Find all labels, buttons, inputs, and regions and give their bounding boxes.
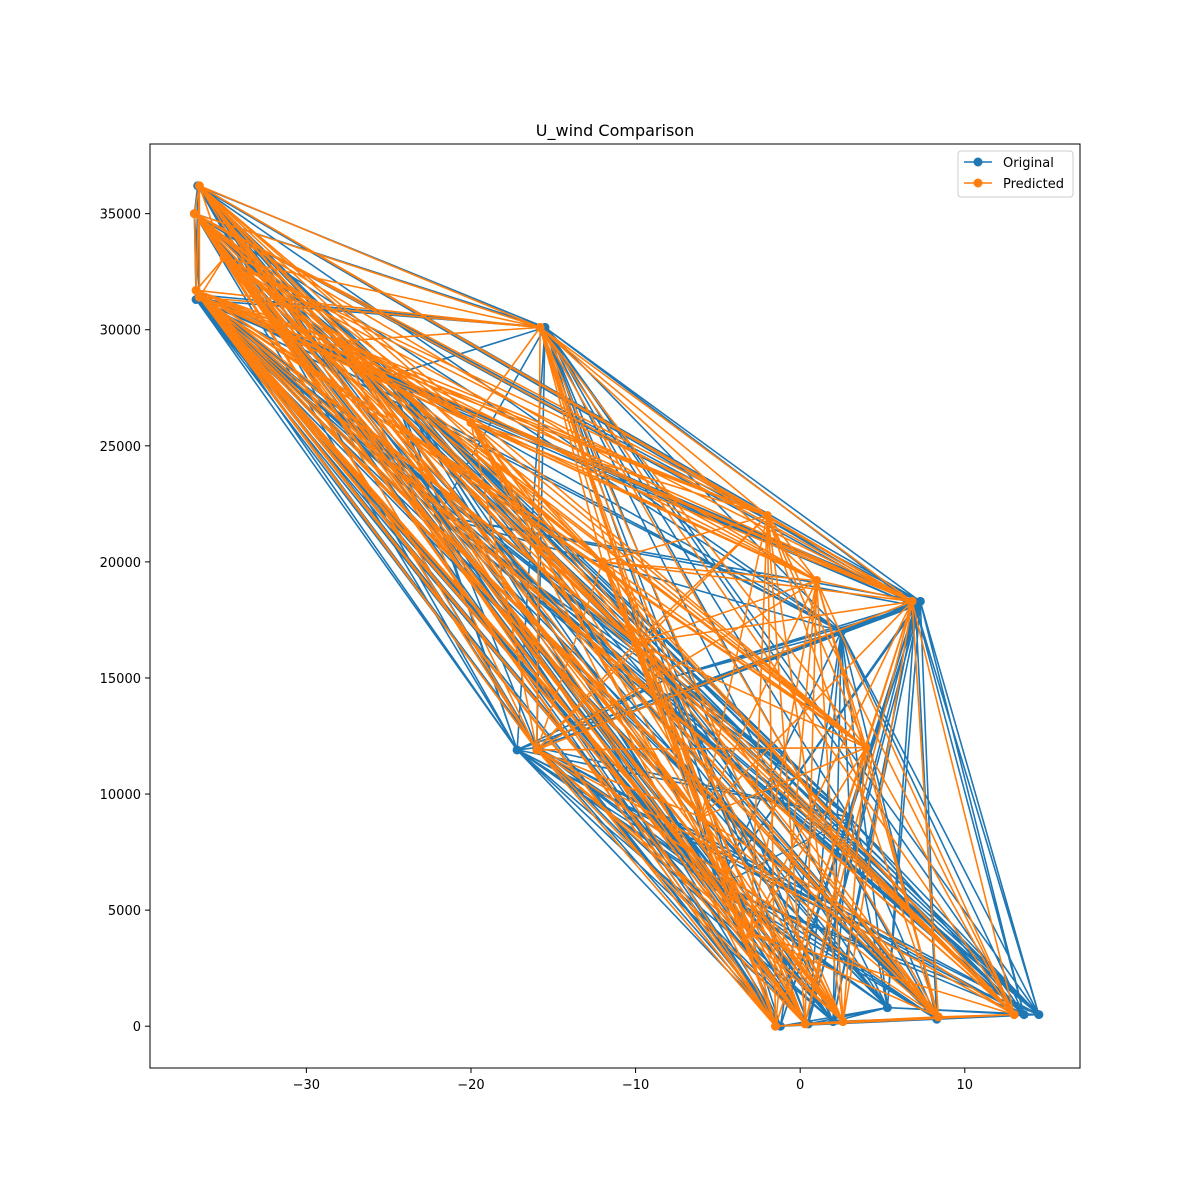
x-tick-label: −10 xyxy=(622,1078,649,1093)
legend: Original Predicted xyxy=(957,150,1074,198)
data-point xyxy=(532,745,542,755)
data-point xyxy=(219,253,229,263)
y-axis: 0 5000 10000 15000 20000 25000 30000 35000 xyxy=(100,208,150,1035)
data-point xyxy=(770,1021,780,1031)
y-tick-label: 30000 xyxy=(100,324,141,339)
chart-title: U_wind Comparison xyxy=(536,121,694,141)
data-point xyxy=(194,181,204,191)
plot-frame xyxy=(149,143,1081,1069)
data-point xyxy=(1019,1010,1029,1020)
y-tick-label: 10000 xyxy=(100,788,141,803)
x-axis: −30 −20 −10 0 10 xyxy=(293,1068,973,1093)
data-point xyxy=(631,638,641,648)
legend-label: Original xyxy=(1003,156,1054,171)
data-point xyxy=(598,557,608,567)
data-point xyxy=(194,292,204,302)
series-line xyxy=(193,185,1015,1027)
data-point xyxy=(882,1003,892,1013)
legend-marker xyxy=(973,157,983,167)
data-point xyxy=(812,575,822,585)
data-point xyxy=(907,596,917,606)
series-predicted xyxy=(189,181,1019,1031)
data-point xyxy=(746,928,756,938)
y-tick-label: 0 xyxy=(133,1020,141,1035)
data-point xyxy=(838,1017,848,1027)
y-tick-label: 15000 xyxy=(100,672,141,687)
data-point xyxy=(933,1012,943,1022)
x-tick-label: −20 xyxy=(457,1078,484,1093)
plot-area xyxy=(149,143,1081,1069)
x-tick-label: 0 xyxy=(796,1078,804,1093)
data-point xyxy=(800,1019,810,1029)
data-point xyxy=(762,510,772,520)
data-point xyxy=(861,743,871,753)
legend-label: Predicted xyxy=(1003,177,1064,192)
data-point xyxy=(189,209,199,219)
data-point xyxy=(512,745,522,755)
data-point xyxy=(1009,1010,1019,1020)
y-tick-label: 20000 xyxy=(100,556,141,571)
data-point xyxy=(466,418,476,428)
data-point xyxy=(535,322,545,332)
y-tick-label: 25000 xyxy=(100,440,141,455)
data-point xyxy=(334,336,344,346)
data-point xyxy=(696,812,706,822)
y-tick-label: 5000 xyxy=(108,904,141,919)
data-point xyxy=(191,285,201,295)
legend-marker xyxy=(973,178,983,188)
series-layer xyxy=(189,181,1044,1031)
data-point xyxy=(1034,1010,1044,1020)
y-tick-label: 35000 xyxy=(100,208,141,223)
x-tick-label: 10 xyxy=(957,1078,974,1093)
x-tick-label: −30 xyxy=(293,1078,320,1093)
